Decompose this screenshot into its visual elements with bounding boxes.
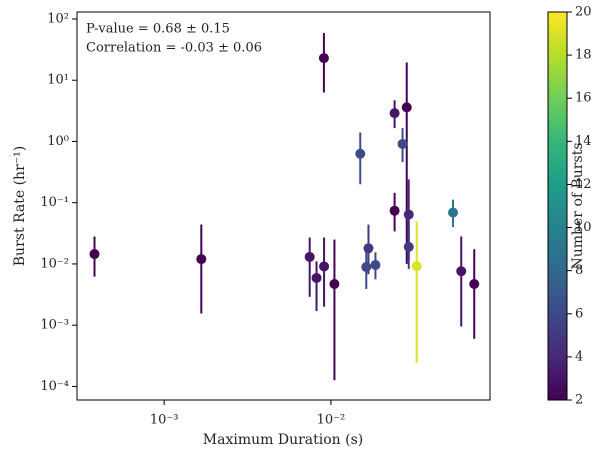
colorbar-tick-label: 2 xyxy=(575,393,583,408)
plot-frame xyxy=(76,11,491,401)
colorbar-tick-label: 16 xyxy=(575,91,592,106)
y-tick-label: 10¹ xyxy=(47,73,69,88)
data-point xyxy=(397,138,408,149)
data-point xyxy=(403,241,414,252)
data-point xyxy=(411,261,422,272)
data-point xyxy=(370,260,381,271)
data-point xyxy=(469,279,480,290)
y-tick-label: 10² xyxy=(47,11,69,26)
y-axis-label: Burst Rate (hr⁻¹) xyxy=(12,146,28,266)
x-tick-label: 10⁻³ xyxy=(150,413,179,428)
x-axis-label: Maximum Duration (s) xyxy=(203,432,363,448)
data-point xyxy=(355,148,366,159)
data-point xyxy=(329,279,340,290)
colorbar-tick-label: 18 xyxy=(575,48,592,63)
data-point xyxy=(311,272,322,283)
colorbar-tick-label: 20 xyxy=(575,5,592,20)
data-point xyxy=(196,254,207,265)
colorbar-tick-label: 6 xyxy=(575,306,583,321)
data-point xyxy=(319,261,330,272)
y-tick-label: 10⁻¹ xyxy=(40,195,69,210)
data-point xyxy=(401,102,412,113)
y-tick-label: 10⁻² xyxy=(40,256,69,271)
annotation: Correlation = -0.03 ± 0.06 xyxy=(86,41,262,56)
data-point xyxy=(389,205,400,216)
colorbar-tick-label: 8 xyxy=(575,263,583,278)
colorbar-tick-label: 4 xyxy=(575,349,583,364)
colorbar-label: Number of Bursts xyxy=(570,143,586,270)
colorbar xyxy=(547,11,568,401)
colorbar-tick-label: 14 xyxy=(575,134,592,149)
data-point xyxy=(363,243,374,254)
data-point xyxy=(448,207,459,218)
y-tick-label: 10⁻⁴ xyxy=(40,379,69,394)
annotation: P-value = 0.68 ± 0.15 xyxy=(86,22,230,37)
data-point xyxy=(361,262,372,273)
y-tick-label: 10⁻³ xyxy=(40,318,69,333)
data-point xyxy=(456,266,467,277)
data-point xyxy=(89,249,100,260)
data-point xyxy=(403,209,414,220)
x-tick-label: 10⁻² xyxy=(317,413,346,428)
y-tick-label: 10⁰ xyxy=(47,134,69,149)
data-point xyxy=(389,108,400,119)
colorbar-tick-label: 12 xyxy=(575,177,592,192)
data-point xyxy=(318,53,329,64)
data-point xyxy=(304,251,315,262)
colorbar-tick-label: 10 xyxy=(575,220,592,235)
